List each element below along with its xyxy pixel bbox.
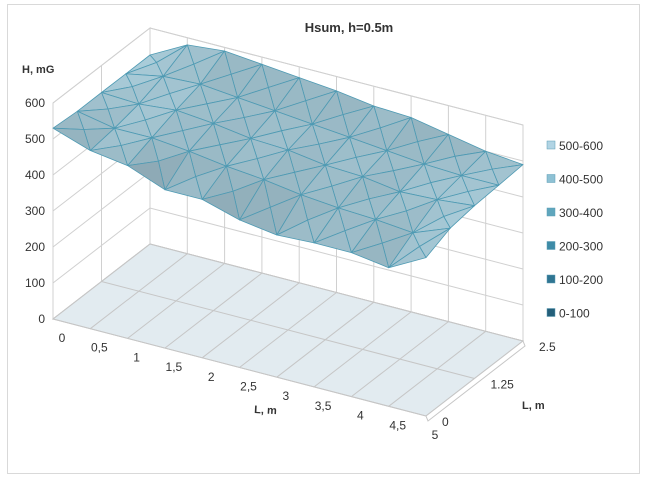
x-tick-label: 0 xyxy=(59,331,66,345)
x-tick-label: 3,5 xyxy=(315,399,332,413)
axis-ticks: 0 100 200 300 400 500 600 0 0,5 1 1,5 2 2,5 3 3,5 4 4,5 5… xyxy=(25,96,556,442)
legend-swatch xyxy=(546,308,556,317)
surface-facet xyxy=(127,160,166,191)
surface-chart: 0 100 200 300 400 500 600 0 0,5 1 1,5 2 2,5 3 3,5 4 4,5 5… xyxy=(22,20,603,442)
floor-gridline-y xyxy=(149,243,524,342)
legend-label: 200-300 xyxy=(559,240,603,254)
legend-label: 500-600 xyxy=(559,139,603,153)
x-tick-label: 4,5 xyxy=(389,418,406,432)
x-tick-label: 5 xyxy=(432,428,439,442)
legend-label: 300-400 xyxy=(559,206,603,220)
legend-swatch xyxy=(546,207,556,217)
legend-swatch xyxy=(546,274,556,284)
z-tick-label: 100 xyxy=(25,276,45,290)
z-tick-label: 300 xyxy=(25,204,45,218)
x-tick-label: 4 xyxy=(357,409,364,423)
z-tick-label: 500 xyxy=(25,132,45,146)
legend-label: 100-200 xyxy=(559,273,603,287)
legend-swatch xyxy=(546,174,556,183)
x-axis-title: L, m xyxy=(254,404,277,417)
chart-frame: 0 100 200 300 400 500 600 0 0,5 1 1,5 2 2,5 3 3,5 4 4,5 5… xyxy=(7,4,640,474)
chart-legend: 500-600 400-500 300-400 200-300 100-200 0-100 xyxy=(546,139,603,321)
floor-gridline-y xyxy=(101,281,475,379)
y-axis-title: L, m xyxy=(522,400,545,412)
y-tick-label: 0 xyxy=(442,415,449,429)
legend-swatch xyxy=(546,241,556,250)
floor-side xyxy=(425,340,526,422)
legend-label: 400-500 xyxy=(559,173,603,187)
surface-facet xyxy=(350,242,390,269)
surface-mesh xyxy=(52,44,524,269)
surface-facet xyxy=(313,230,352,254)
z-tick-label: 600 xyxy=(25,96,45,110)
x-tick-label: 1,5 xyxy=(166,360,183,374)
surface-facet xyxy=(201,190,240,221)
y-tick-label: 1.25 xyxy=(491,378,515,392)
legend-label: 0-100 xyxy=(559,307,590,321)
floor-gridline-y xyxy=(52,318,427,417)
y-tick-label: 2.5 xyxy=(539,340,556,354)
surface-facet xyxy=(388,246,427,269)
x-tick-label: 1 xyxy=(133,350,140,364)
surface-facet xyxy=(276,219,315,244)
surface-facet xyxy=(164,176,203,200)
x-tick-label: 2,5 xyxy=(240,380,257,394)
chart-title: Hsum, h=0.5m xyxy=(305,20,394,35)
legend-swatch xyxy=(546,140,556,150)
surface-facet xyxy=(239,206,278,236)
x-tick-label: 2 xyxy=(208,370,215,384)
surface-facet xyxy=(89,145,128,167)
chart-floor xyxy=(51,243,526,422)
x-tick-label: 0,5 xyxy=(91,341,108,355)
surface-facet xyxy=(52,127,91,151)
z-tick-label: 400 xyxy=(25,168,45,182)
z-tick-label: 0 xyxy=(38,312,45,326)
z-axis-title: H, mG xyxy=(22,64,54,76)
z-tick-label: 200 xyxy=(25,240,45,254)
x-tick-label: 3 xyxy=(282,389,289,403)
